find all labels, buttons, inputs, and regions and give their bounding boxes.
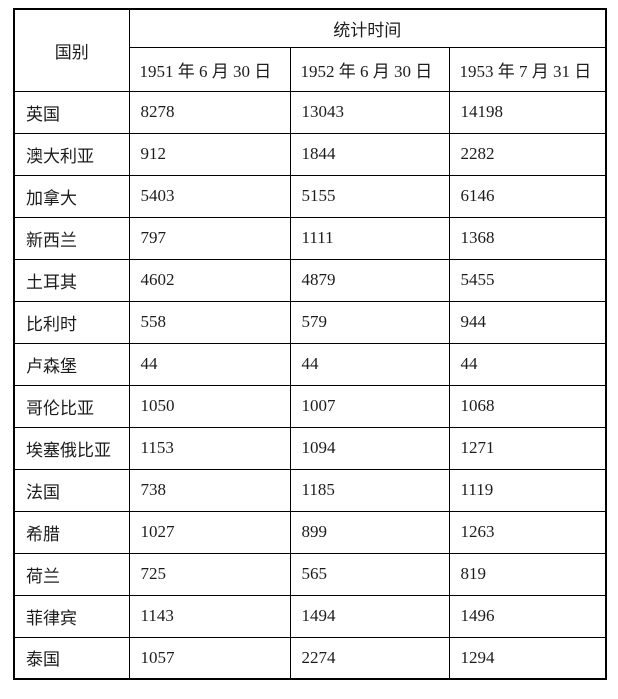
value-cell: 1844 [289, 132, 450, 176]
value-cell: 558 [128, 300, 291, 344]
group-header-cell: 统计时间 [128, 8, 607, 48]
country-cell: 土耳其 [13, 258, 130, 302]
country-cell: 法国 [13, 468, 130, 512]
country-cell: 菲律宾 [13, 594, 130, 638]
date-header-cell: 1953 年 7 月 31 日 [448, 46, 607, 92]
value-cell: 44 [289, 342, 450, 386]
header-row-top: 国别 统计时间 [13, 8, 607, 92]
country-cell: 新西兰 [13, 216, 130, 260]
value-cell: 1050 [128, 384, 291, 428]
country-cell: 加拿大 [13, 174, 130, 218]
value-cell: 13043 [289, 90, 450, 134]
value-cell: 1068 [448, 384, 607, 428]
table-row: 希腊 1027 899 1263 [13, 510, 607, 554]
value-cell: 1057 [128, 636, 291, 680]
value-cell: 1027 [128, 510, 291, 554]
value-cell: 565 [289, 552, 450, 596]
value-cell: 2274 [289, 636, 450, 680]
value-cell: 1153 [128, 426, 291, 470]
country-cell: 泰国 [13, 636, 130, 680]
value-cell: 6146 [448, 174, 607, 218]
value-cell: 5155 [289, 174, 450, 218]
value-cell: 819 [448, 552, 607, 596]
value-cell: 1496 [448, 594, 607, 638]
table-row: 澳大利亚 912 1844 2282 [13, 132, 607, 176]
value-cell: 797 [128, 216, 291, 260]
value-cell: 4879 [289, 258, 450, 302]
value-cell: 2282 [448, 132, 607, 176]
value-cell: 1119 [448, 468, 607, 512]
value-cell: 1294 [448, 636, 607, 680]
table-row: 新西兰 797 1111 1368 [13, 216, 607, 260]
value-cell: 4602 [128, 258, 291, 302]
value-cell: 44 [128, 342, 291, 386]
value-cell: 725 [128, 552, 291, 596]
table-row: 哥伦比亚 1050 1007 1068 [13, 384, 607, 428]
country-cell: 澳大利亚 [13, 132, 130, 176]
value-cell: 944 [448, 300, 607, 344]
value-cell: 1094 [289, 426, 450, 470]
value-cell: 899 [289, 510, 450, 554]
table-row: 比利时 558 579 944 [13, 300, 607, 344]
value-cell: 1494 [289, 594, 450, 638]
table-row: 埃塞俄比亚 1153 1094 1271 [13, 426, 607, 470]
value-cell: 1007 [289, 384, 450, 428]
value-cell: 5403 [128, 174, 291, 218]
table-row: 土耳其 4602 4879 5455 [13, 258, 607, 302]
header-row-dates: 1951 年 6 月 30 日 1952 年 6 月 30 日 1953 年 7… [14, 46, 607, 92]
value-cell: 44 [448, 342, 607, 386]
table-row: 卢森堡 44 44 44 [13, 342, 607, 386]
value-cell: 738 [128, 468, 291, 512]
date-header-cell: 1951 年 6 月 30 日 [128, 46, 291, 92]
value-cell: 912 [128, 132, 291, 176]
country-cell: 希腊 [13, 510, 130, 554]
table-row: 加拿大 5403 5155 6146 [13, 174, 607, 218]
table-row: 法国 738 1185 1119 [13, 468, 607, 512]
value-cell: 1263 [448, 510, 607, 554]
table-row: 菲律宾 1143 1494 1496 [13, 594, 607, 638]
value-cell: 579 [289, 300, 450, 344]
value-cell: 8278 [128, 90, 291, 134]
country-cell: 荷兰 [13, 552, 130, 596]
country-cell: 卢森堡 [13, 342, 130, 386]
table-row: 荷兰 725 565 819 [13, 552, 607, 596]
value-cell: 1143 [128, 594, 291, 638]
country-cell: 埃塞俄比亚 [13, 426, 130, 470]
value-cell: 1271 [448, 426, 607, 470]
table-row: 英国 8278 13043 14198 [13, 90, 607, 134]
corner-header-cell: 国别 [13, 8, 130, 92]
statistics-table: 国别 统计时间 1951 年 6 月 30 日 1952 年 6 月 30 日 … [13, 8, 608, 680]
value-cell: 14198 [448, 90, 607, 134]
value-cell: 1185 [289, 468, 450, 512]
country-cell: 哥伦比亚 [13, 384, 130, 428]
table-row: 泰国 1057 2274 1294 [13, 636, 607, 680]
country-cell: 比利时 [13, 300, 130, 344]
value-cell: 5455 [448, 258, 607, 302]
country-cell: 英国 [13, 90, 130, 134]
date-header-cell: 1952 年 6 月 30 日 [289, 46, 450, 92]
value-cell: 1368 [448, 216, 607, 260]
value-cell: 1111 [289, 216, 450, 260]
